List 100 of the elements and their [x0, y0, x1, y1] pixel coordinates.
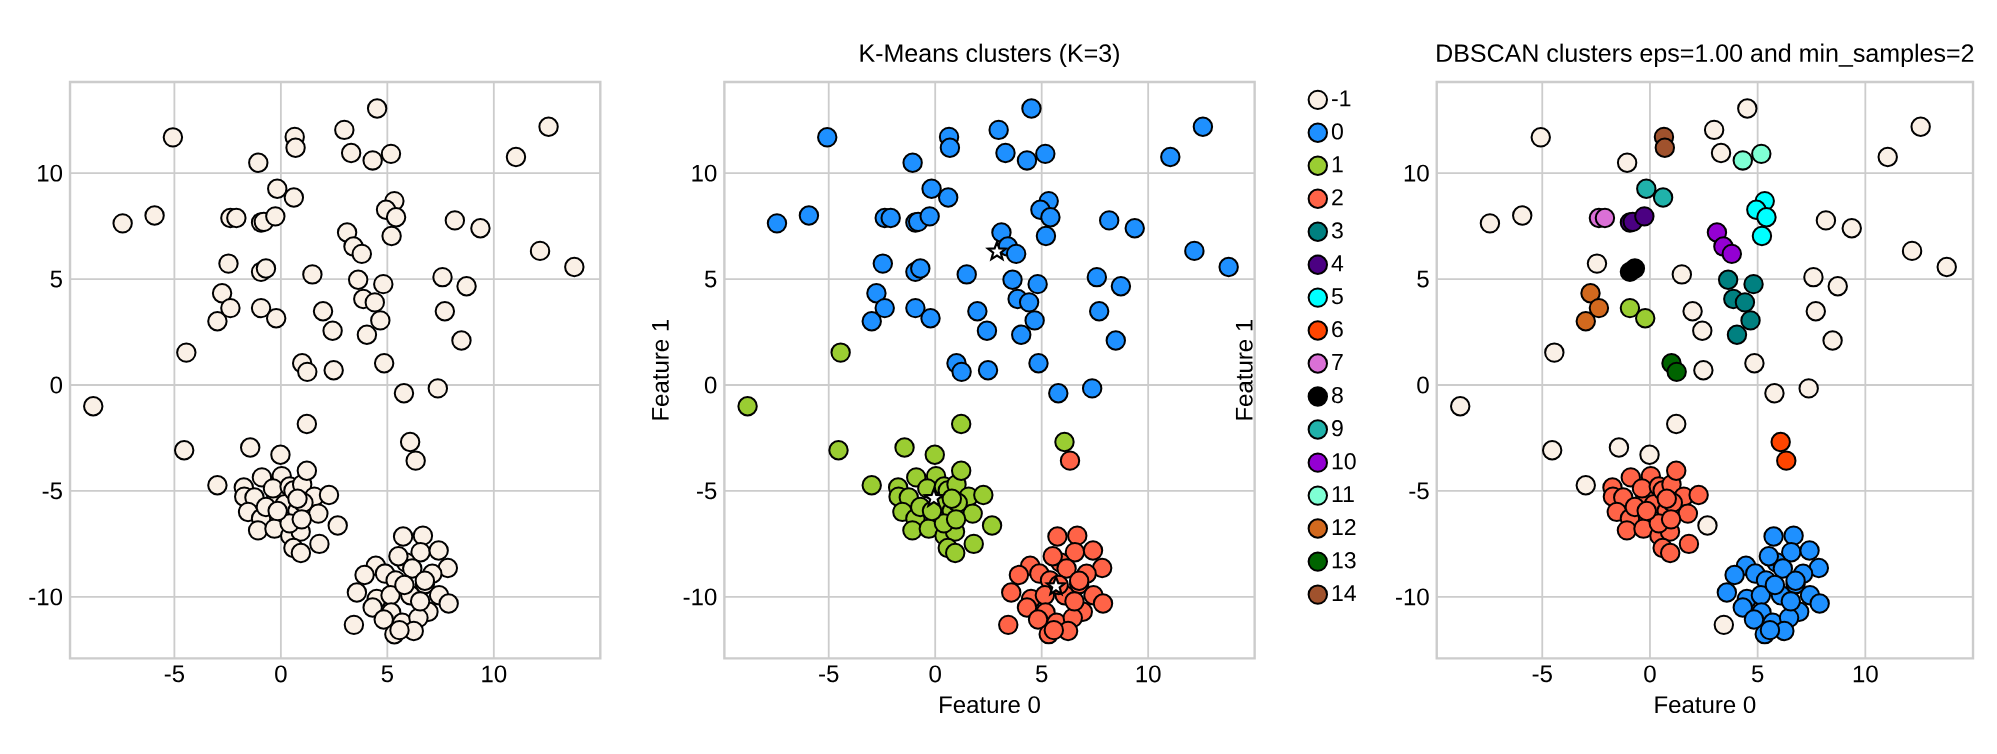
- y-tick-label: -5: [1409, 482, 1429, 500]
- point: [1678, 533, 1700, 554]
- legend-label: 2: [1332, 189, 1343, 206]
- point: [1635, 307, 1656, 329]
- point: [1059, 450, 1081, 471]
- point: [1901, 240, 1923, 261]
- legend-label: 9: [1332, 419, 1343, 437]
- point: [874, 297, 895, 319]
- point: [1656, 488, 1677, 509]
- point: [1808, 557, 1830, 579]
- point: [902, 152, 923, 173]
- point: [923, 487, 944, 507]
- point: [1021, 98, 1042, 119]
- point: [937, 187, 959, 208]
- y-axis-title: Feature 1: [1235, 319, 1253, 420]
- point: [1024, 310, 1045, 331]
- chart-title: K-Means clusters (K=3): [860, 43, 1119, 67]
- point: [1682, 300, 1703, 322]
- point: [1841, 217, 1862, 239]
- point: [1541, 439, 1563, 461]
- x-tick-label: 0: [929, 665, 941, 683]
- point: [1005, 243, 1027, 264]
- point: [1575, 474, 1596, 496]
- point: [872, 253, 894, 274]
- x-axis-title: Feature 0: [1655, 695, 1756, 713]
- point: [1035, 225, 1057, 247]
- point: [1910, 116, 1931, 137]
- point: [1799, 540, 1820, 561]
- y-tick-label: -5: [697, 482, 717, 500]
- y-tick-label: 5: [704, 270, 717, 288]
- point: [986, 240, 1007, 261]
- point: [1783, 525, 1804, 546]
- point: [1064, 590, 1085, 612]
- point: [1512, 205, 1533, 226]
- point: [1815, 209, 1837, 231]
- y-tick-label: -10: [1396, 588, 1429, 606]
- point: [861, 310, 882, 332]
- y-tick-label: 5: [50, 270, 62, 288]
- point: [1710, 142, 1732, 164]
- point: [976, 320, 998, 341]
- point: [1751, 143, 1772, 164]
- point: [1809, 593, 1830, 614]
- point: [1544, 342, 1565, 363]
- point: [1827, 275, 1848, 297]
- point: [1726, 324, 1748, 345]
- point: [1631, 478, 1653, 499]
- point: [1636, 500, 1657, 522]
- point: [977, 359, 999, 381]
- point: [1016, 150, 1038, 171]
- x-tick-label: -5: [164, 665, 185, 682]
- point: [1580, 282, 1601, 304]
- point: [1616, 152, 1638, 173]
- point: [1763, 526, 1784, 547]
- point: [880, 207, 901, 229]
- point: [939, 137, 961, 158]
- point: [817, 126, 838, 148]
- point: [1713, 614, 1735, 635]
- y-tick-label: 5: [1417, 270, 1429, 288]
- point: [1770, 431, 1791, 453]
- point: [1098, 209, 1120, 231]
- point: [1160, 146, 1181, 168]
- x-axis-title: Feature 0: [940, 695, 1040, 713]
- point: [1677, 503, 1699, 524]
- legend-label: 5: [1331, 288, 1343, 305]
- point: [1740, 310, 1761, 331]
- point: [1759, 619, 1781, 641]
- y-tick-label: -10: [29, 588, 63, 606]
- y-tick-label: 10: [692, 164, 717, 182]
- point: [1184, 240, 1205, 261]
- point: [766, 212, 788, 234]
- point: [1734, 291, 1756, 313]
- point: [1756, 206, 1777, 228]
- legend-label: 0: [1331, 123, 1343, 140]
- x-tick-label: 5: [381, 665, 393, 682]
- point: [945, 508, 967, 530]
- point: [910, 258, 931, 279]
- point: [1805, 300, 1826, 322]
- y-tick-label: 0: [1417, 376, 1429, 394]
- point: [1450, 395, 1471, 417]
- point: [1776, 450, 1797, 471]
- point: [924, 444, 945, 465]
- point: [1092, 593, 1114, 614]
- point: [1666, 361, 1687, 382]
- y-tick-label: 10: [38, 164, 63, 182]
- chart-title: DBSCAN clusters eps=1.00 and min_samples=2: [1437, 43, 1974, 67]
- point: [1042, 545, 1063, 567]
- point: [1028, 352, 1049, 374]
- point: [1088, 300, 1110, 322]
- point: [919, 205, 940, 227]
- point: [905, 297, 926, 319]
- point: [920, 307, 941, 329]
- legend-label: 12: [1332, 518, 1356, 535]
- point: [894, 437, 915, 458]
- point: [1040, 206, 1061, 228]
- legend-label: 14: [1332, 584, 1356, 601]
- legend-label: 4: [1331, 255, 1344, 271]
- y-tick-label: -10: [683, 588, 717, 606]
- point: [1772, 558, 1794, 579]
- legend-label: 10: [1332, 452, 1356, 470]
- point: [1693, 359, 1714, 381]
